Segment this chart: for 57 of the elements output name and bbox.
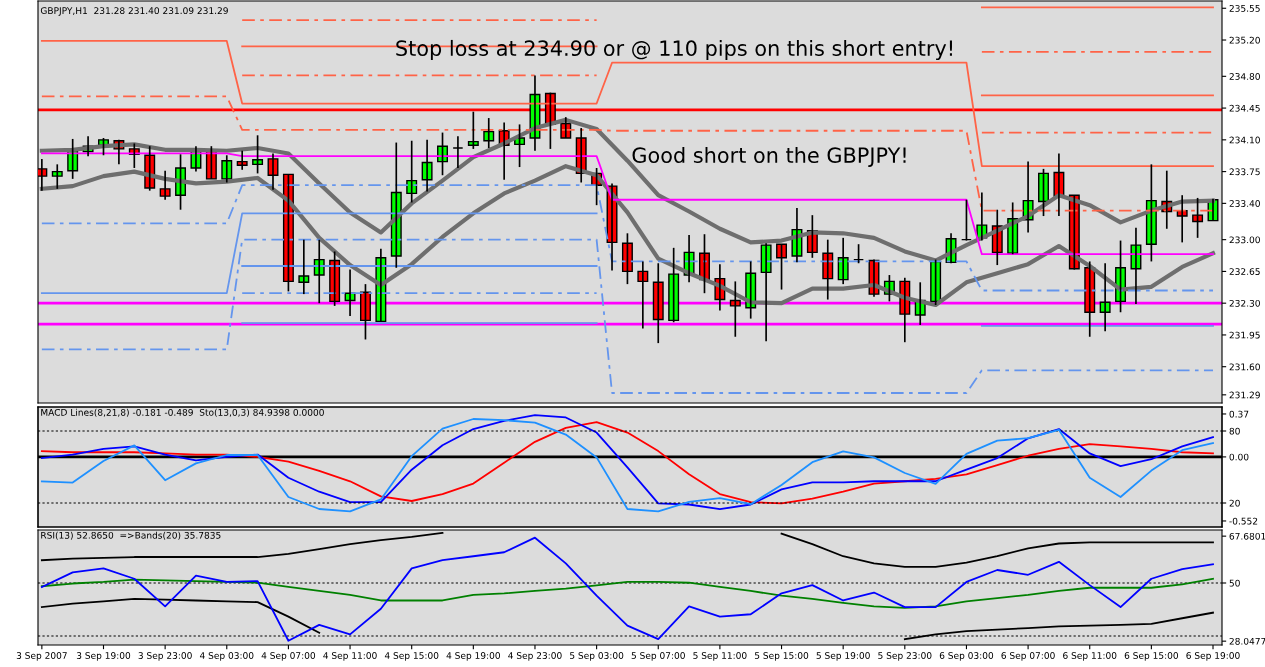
x-tick-label: 6 Sep 07:00: [1001, 652, 1055, 661]
x-tick-label: 4 Sep 11:00: [323, 652, 377, 661]
y-tick-label: 232.30: [1229, 299, 1260, 307]
candlestick: [853, 243, 865, 265]
y-tick-label: 233.40: [1229, 200, 1260, 207]
line-series: [39, 117, 1216, 263]
line-series: [40, 238, 1214, 394]
y-tick-label: 233.00: [1229, 236, 1260, 244]
line-series: [40, 40, 1214, 168]
y-tick-label: -0.552: [1229, 517, 1258, 525]
candlestick: [1192, 197, 1204, 239]
y-tick-label: 235.55: [1229, 4, 1260, 12]
x-tick-label: 3 Sep 2007: [16, 652, 67, 661]
x-tick-label: 5 Sep 23:00: [878, 652, 932, 661]
x-tick-label: 6 Sep 03:00: [939, 652, 994, 661]
y-tick-label: 231.60: [1229, 363, 1260, 371]
text: GBPJPY,H1 231.28 231.40 231.09 231.29: [40, 7, 228, 16]
annotation: Good short on the GBPJPY!: [632, 146, 906, 167]
candlestick: [668, 246, 680, 324]
x-tick-label: 4 Sep 03:00: [199, 652, 254, 661]
x-tick-label: 5 Sep 15:00: [754, 652, 809, 661]
y-tick-label: 234.45: [1229, 104, 1260, 112]
x-tick-label: 3 Sep 23:00: [138, 652, 192, 661]
x-tick-label: 6 Sep 11:00: [1063, 652, 1117, 661]
candlestick: [776, 243, 788, 291]
y-tick-label: 67.6801: [1229, 532, 1265, 540]
y-tick-label: 231.29: [1229, 391, 1260, 399]
candlestick: [452, 135, 464, 169]
y-tick-label: 0.37: [1229, 410, 1249, 418]
chart-title: RSI(13) 52.8650 =>Bands(20) 35.7835: [41, 531, 221, 540]
y-tick-label: 232.65: [1229, 268, 1260, 275]
x-tick-label: 6 Sep 19:00: [1186, 652, 1240, 661]
x-tick-label: 5 Sep 07:00: [631, 652, 685, 661]
y-tick-label: 28.0477: [1229, 637, 1265, 645]
x-tick-label: 6 Sep 15:00: [1124, 652, 1179, 661]
y2-tick-label: 80: [1229, 427, 1240, 435]
y-tick-label: 231.95: [1229, 331, 1260, 339]
x-tick-label: 5 Sep 19:00: [816, 652, 870, 661]
candlestick: [960, 198, 972, 242]
x-tick-label: 4 Sep 15:00: [384, 652, 439, 661]
x-tick-label: 3 Sep 19:00: [76, 652, 131, 661]
candlestick: [252, 134, 264, 175]
y-tick-label: 234.10: [1229, 136, 1260, 144]
y-tick-label: 233.75: [1229, 168, 1260, 176]
x-tick-label: 4 Sep 19:00: [446, 652, 500, 661]
x-tick-label: 4 Sep 07:00: [261, 652, 316, 661]
y-tick-label: 0.00: [1229, 453, 1249, 461]
chart-title: MACD Lines(8,21,8) -0.181 -0.489 Sto(13,0,3) 84.9398 0.0000: [41, 408, 324, 417]
line-series: [40, 577, 1214, 609]
line-series: [40, 95, 1214, 212]
x-tick-label: 5 Sep 03:00: [570, 652, 624, 661]
x-tick-label: 5 Sep 11:00: [693, 652, 747, 661]
y-tick-label: 235.20: [1229, 36, 1260, 44]
y-tick-label: 50: [1229, 579, 1240, 587]
y2-tick-label: 20: [1229, 499, 1240, 507]
y-tick-label: 234.80: [1229, 73, 1260, 80]
x-tick-label: 4 Sep 23:00: [508, 652, 562, 661]
